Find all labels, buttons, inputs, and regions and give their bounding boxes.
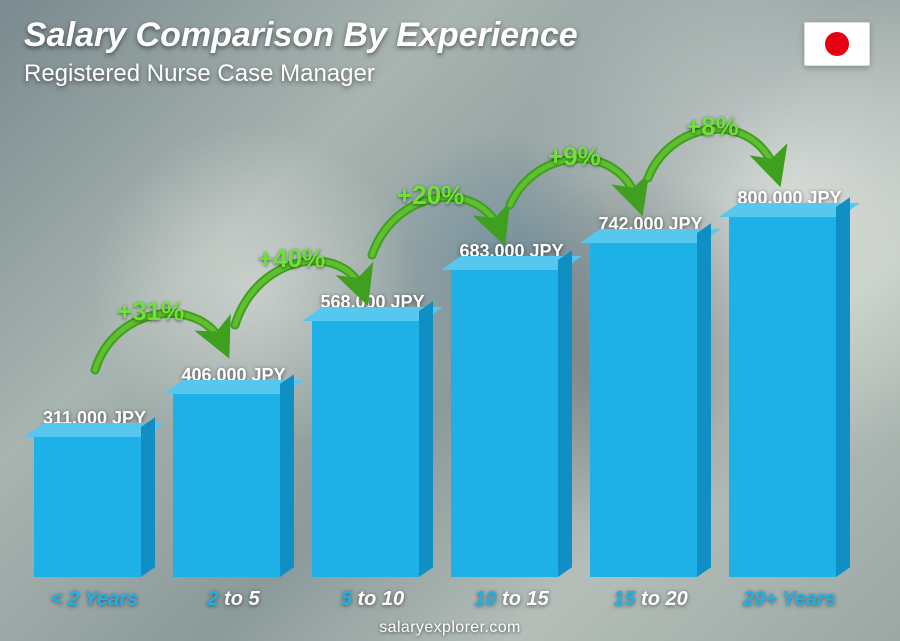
bar-slot: 800,000 JPY — [729, 188, 850, 577]
bar-slot: 742,000 JPY — [590, 214, 711, 577]
x-axis-label: 10 to 15 — [451, 588, 572, 611]
bar-3d — [312, 321, 433, 577]
x-axis-label: 2 to 5 — [173, 588, 294, 611]
footer-brand: salaryexplorer.com — [0, 619, 900, 637]
bar-3d — [729, 217, 850, 577]
page-subtitle: Registered Nurse Case Manager — [24, 60, 578, 88]
x-axis: < 2 Years 2 to 5 5 to 10 10 to 15 15 to 20 20… — [34, 588, 850, 611]
bar-front-face — [312, 321, 419, 577]
bar-side-face — [836, 197, 850, 577]
x-axis-label-dim: to 15 — [497, 588, 549, 610]
bar-front-face — [34, 437, 141, 577]
x-axis-label-accent: 20+ Years — [743, 588, 836, 610]
bar-side-face — [141, 417, 155, 577]
bar-front-face — [173, 394, 280, 577]
x-axis-label-accent: 5 — [341, 588, 352, 610]
bar-side-face — [558, 250, 572, 577]
x-axis-label: 15 to 20 — [590, 588, 711, 611]
bar-slot: 683,000 JPY — [451, 241, 572, 577]
increment-label: +20% — [397, 180, 464, 211]
x-axis-label-accent: < 2 Years — [51, 588, 138, 610]
increment-label: +40% — [258, 243, 325, 274]
bar-front-face — [729, 217, 836, 577]
bar-chart: 311,000 JPY 406,000 JPY 568,000 JPY 683,… — [34, 107, 850, 577]
bar-3d — [590, 243, 711, 577]
bar-side-face — [419, 301, 433, 577]
bar-front-face — [451, 270, 558, 577]
bar-front-face — [590, 243, 697, 577]
x-axis-label-accent: 15 — [613, 588, 635, 610]
bar-side-face — [280, 374, 294, 577]
increment-label: +8% — [686, 111, 739, 142]
x-axis-label: 5 to 10 — [312, 588, 433, 611]
page-title: Salary Comparison By Experience — [24, 18, 578, 54]
bar-3d — [451, 270, 572, 577]
bar-3d — [34, 437, 155, 577]
heading-block: Salary Comparison By Experience Register… — [24, 18, 578, 88]
bar-side-face — [697, 223, 711, 577]
x-axis-label-accent: 2 — [207, 588, 218, 610]
x-axis-label-dim: to 5 — [219, 588, 260, 610]
bar-slot: 311,000 JPY — [34, 408, 155, 577]
infographic-canvas: Salary Comparison By Experience Register… — [0, 0, 900, 641]
flag-dot-icon — [825, 32, 849, 56]
increment-label: +9% — [548, 141, 601, 172]
flag-japan — [804, 22, 870, 66]
x-axis-label: 20+ Years — [729, 588, 850, 611]
bar-slot: 406,000 JPY — [173, 365, 294, 577]
bar-3d — [173, 394, 294, 577]
bar-slot: 568,000 JPY — [312, 292, 433, 577]
x-axis-label-dim: to 10 — [352, 588, 404, 610]
x-axis-label-dim: to 20 — [636, 588, 688, 610]
increment-label: +31% — [117, 296, 184, 327]
x-axis-label-accent: 10 — [474, 588, 496, 610]
x-axis-label: < 2 Years — [34, 588, 155, 611]
